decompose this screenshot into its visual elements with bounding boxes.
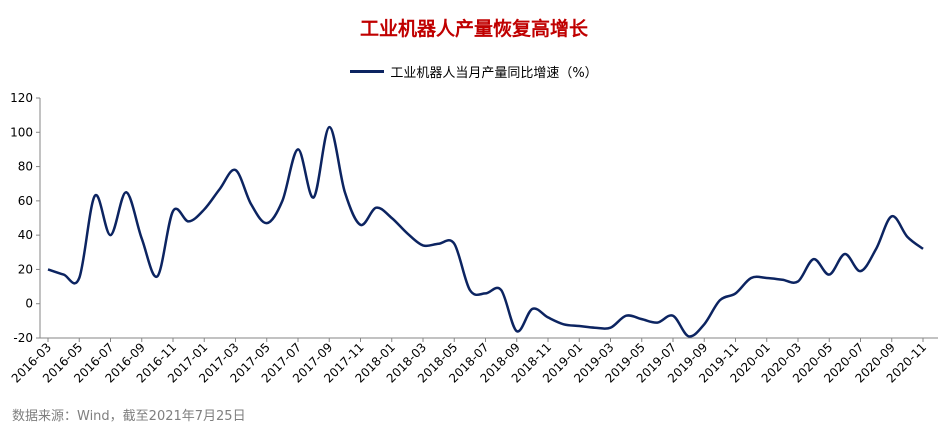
legend-label: 工业机器人当月产量同比增速（%） [390, 66, 598, 81]
legend: 工业机器人当月产量同比增速（%） [0, 62, 948, 81]
source-note: 数据来源：Wind，截至2021年7月25日 [12, 409, 246, 424]
y-tick-label: 120 [10, 91, 33, 105]
y-tick-label: 60 [18, 194, 33, 208]
y-tick-label: 20 [18, 262, 33, 276]
series-line-robot-output-yoy [47, 125, 924, 338]
y-tick-label: 100 [10, 125, 33, 139]
y-tick-label: 40 [18, 228, 33, 242]
y-tick-label: -20 [13, 331, 33, 345]
y-tick-label: 80 [18, 160, 33, 174]
chart-title: 工业机器人产量恢复高增长 [359, 18, 588, 40]
y-tick-label: 0 [25, 297, 33, 311]
legend-line-swatch [350, 70, 385, 73]
